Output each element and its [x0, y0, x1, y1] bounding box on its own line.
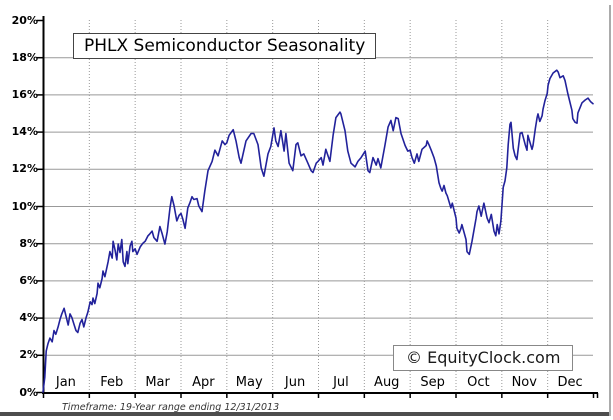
- x-axis-month-label: Jan: [55, 375, 76, 390]
- equityclock-watermark: © EquityClock.com: [393, 345, 574, 371]
- y-axis-label: 6%: [19, 273, 38, 287]
- y-axis-label: 18%: [11, 50, 38, 64]
- x-axis-month-label: Mar: [145, 375, 170, 390]
- x-axis-month-label: Nov: [511, 375, 537, 390]
- x-axis-month-label: Sep: [420, 375, 445, 390]
- x-axis-month-label: Jul: [333, 375, 349, 390]
- timeframe-note: Timeframe: 19-Year range ending 12/31/20…: [62, 402, 280, 413]
- y-axis-label: 0%: [19, 385, 38, 399]
- y-axis-label: 16%: [11, 87, 38, 101]
- y-axis-label: 2%: [19, 348, 38, 362]
- x-axis-month-label: May: [235, 375, 263, 390]
- x-axis-month-label: Feb: [100, 375, 124, 390]
- y-axis-label: 10%: [11, 199, 38, 213]
- bottom-shadow-bar: [0, 412, 610, 416]
- x-axis-month-label: Oct: [467, 375, 490, 390]
- y-axis-label: 12%: [11, 162, 38, 176]
- x-axis-month-label: Jun: [284, 375, 306, 390]
- x-axis-month-label: Apr: [192, 375, 215, 390]
- y-axis-label: 14%: [11, 125, 38, 139]
- right-shadow-border: [609, 5, 611, 416]
- y-axis-label: 8%: [19, 236, 38, 250]
- y-axis-label: 20%: [11, 13, 38, 27]
- x-axis-month-label: Dec: [557, 375, 583, 390]
- y-axis-label: 4%: [19, 311, 38, 325]
- x-axis-month-label: Aug: [374, 375, 400, 390]
- seasonality-line: [42, 69, 594, 393]
- chart-title: PHLX Semiconductor Seasonality: [73, 33, 377, 59]
